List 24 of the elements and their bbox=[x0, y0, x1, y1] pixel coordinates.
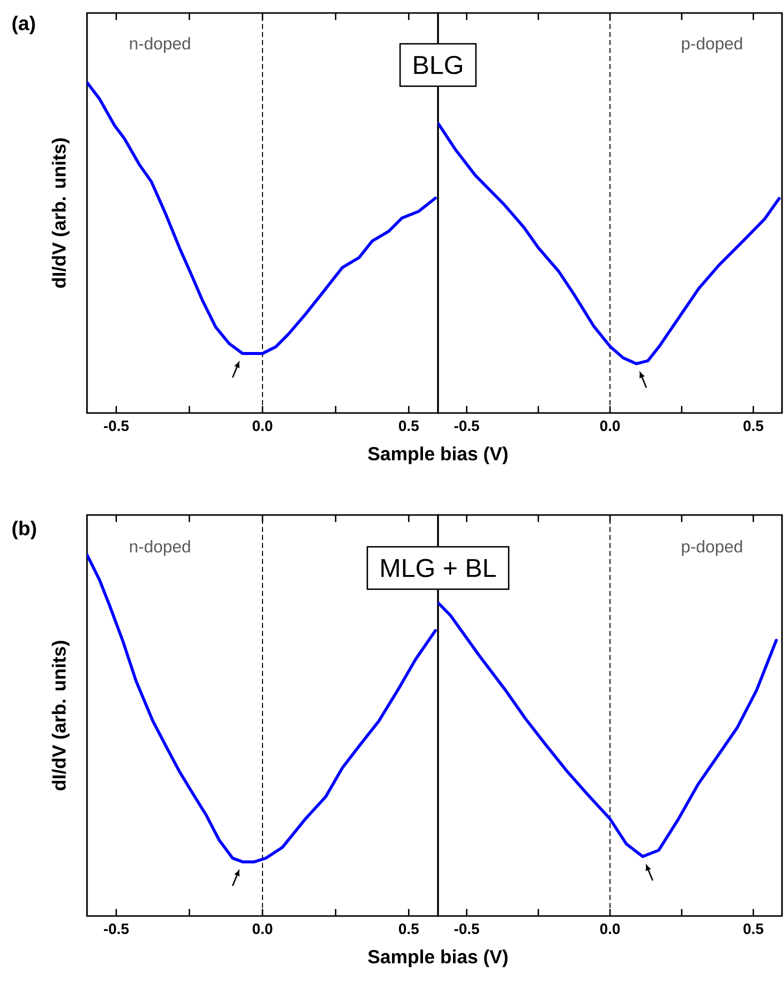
x-axis-title: Sample bias (V) bbox=[368, 950, 508, 968]
annotation: MLG + BL bbox=[381, 558, 496, 578]
x-axis-title: Sample bias (V) bbox=[368, 446, 508, 464]
y-axis-title: dI/dV (arb. units) bbox=[52, 138, 70, 288]
x-tick-label: 0.5 bbox=[398, 420, 419, 432]
text: p-doped bbox=[682, 540, 742, 556]
x-tick-label: -0.5 bbox=[454, 420, 480, 432]
text: n-doped bbox=[130, 37, 190, 53]
annotation: n-doped bbox=[130, 540, 190, 556]
x-tick-label: 0.0 bbox=[252, 924, 272, 934]
x-tick-label: 0.5 bbox=[744, 924, 764, 934]
x-tick-label: -0.5 bbox=[104, 924, 129, 934]
x-tick-label: 0.0 bbox=[252, 420, 272, 432]
text: (b) bbox=[12, 520, 36, 540]
text: p-doped bbox=[682, 37, 742, 53]
x-tick-label: -0.5 bbox=[104, 420, 129, 432]
y-axis-title: dI/dV (arb. units) bbox=[52, 640, 70, 790]
x-tick-label: 0.0 bbox=[600, 924, 620, 934]
x-tick-label: 0.5 bbox=[744, 420, 764, 432]
x-tick-label: 0.0 bbox=[600, 420, 620, 432]
text: BLG bbox=[414, 56, 462, 74]
x-tick-label: -0.5 bbox=[454, 924, 480, 934]
x-tick-label: 0.5 bbox=[398, 924, 419, 934]
text: (a) bbox=[12, 16, 35, 34]
